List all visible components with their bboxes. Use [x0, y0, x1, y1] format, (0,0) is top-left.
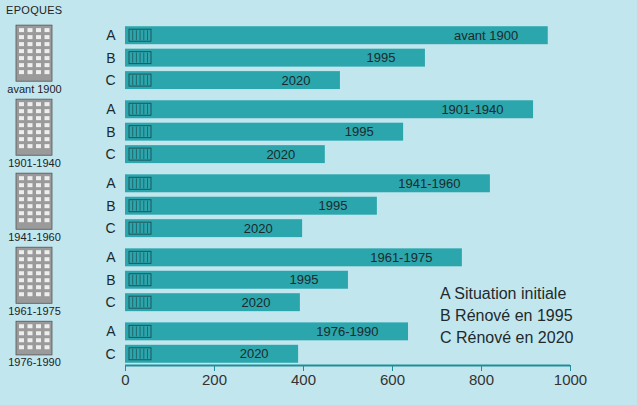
svg-text:C: C [105, 294, 115, 310]
svg-text:0: 0 [121, 371, 129, 388]
svg-text:avant 1900: avant 1900 [7, 83, 61, 95]
svg-text:2020: 2020 [244, 221, 273, 236]
svg-text:A: A [106, 27, 116, 43]
svg-text:1995: 1995 [345, 124, 374, 139]
svg-text:1941-1960: 1941-1960 [398, 176, 460, 191]
svg-text:1976-1990: 1976-1990 [316, 324, 378, 339]
svg-text:400: 400 [291, 371, 316, 388]
svg-text:800: 800 [469, 371, 494, 388]
svg-text:1995: 1995 [318, 198, 347, 213]
svg-text:A: A [106, 323, 116, 339]
svg-text:B: B [106, 198, 115, 214]
svg-text:C: C [105, 220, 115, 236]
svg-text:1995: 1995 [290, 272, 319, 287]
svg-text:B: B [106, 50, 115, 66]
svg-text:1961-1975: 1961-1975 [8, 305, 61, 317]
html-text:C Rénové en 2020: C Rénové en 2020 [440, 329, 574, 346]
svg-text:2020: 2020 [240, 346, 269, 361]
html-text:B Rénové en 1995: B Rénové en 1995 [440, 307, 573, 324]
svg-text:C: C [105, 146, 115, 162]
svg-text:2020: 2020 [241, 295, 270, 310]
svg-text:2020: 2020 [282, 73, 311, 88]
svg-text:1901-1940: 1901-1940 [441, 102, 503, 117]
svg-text:B: B [106, 272, 115, 288]
svg-text:1995: 1995 [367, 50, 396, 65]
svg-text:avant 1900: avant 1900 [454, 28, 518, 43]
svg-text:1941-1960: 1941-1960 [8, 231, 61, 243]
svg-text:A: A [106, 175, 116, 191]
svg-text:A: A [106, 101, 116, 117]
svg-text:A: A [106, 249, 116, 265]
svg-text:1961-1975: 1961-1975 [370, 250, 432, 265]
svg-text:2020: 2020 [266, 147, 295, 162]
svg-text:1976-1990: 1976-1990 [8, 356, 61, 368]
html-text:A Situation initiale: A Situation initiale [440, 285, 567, 302]
svg-text:1000: 1000 [554, 371, 587, 388]
svg-text:B: B [106, 124, 115, 140]
svg-text:200: 200 [202, 371, 227, 388]
svg-text:C: C [105, 346, 115, 362]
svg-text:600: 600 [380, 371, 405, 388]
html-text:EPOQUES: EPOQUES [6, 4, 63, 16]
svg-text:1901-1940: 1901-1940 [8, 157, 61, 169]
svg-text:C: C [105, 72, 115, 88]
